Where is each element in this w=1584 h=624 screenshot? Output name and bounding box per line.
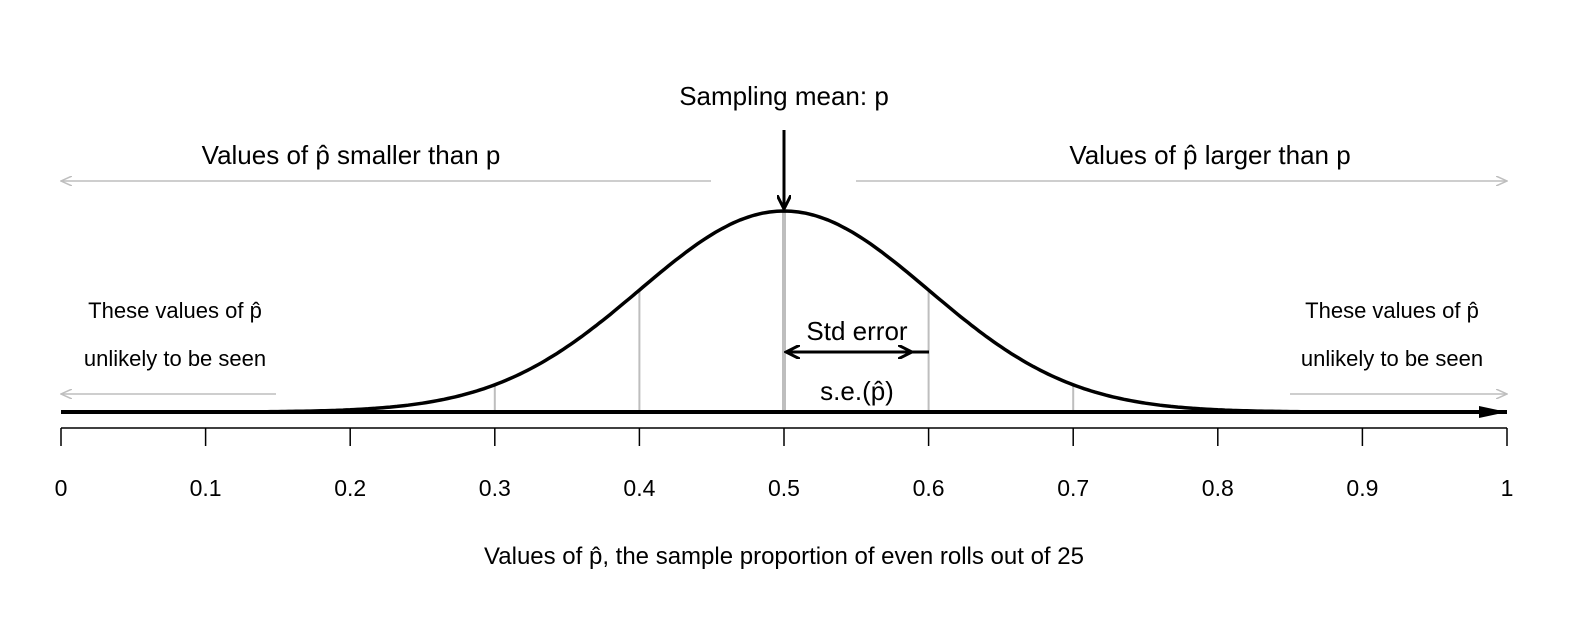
x-tick-label: 0.1 [190,475,222,501]
larger-label: Values of p̂ larger than p [1069,140,1350,170]
x-tick-label: 0.3 [479,475,511,501]
left-note-line2: unlikely to be seen [84,346,266,371]
smaller-label: Values of p̂ smaller than p [202,140,501,170]
x-tick-label: 1 [1501,475,1514,501]
right-note-line2: unlikely to be seen [1301,346,1483,371]
x-tick-label: 0 [55,475,68,501]
x-tick-label: 0.5 [768,475,800,501]
x-tick-label: 0.6 [913,475,945,501]
std-error-label: Std error [806,316,907,346]
x-tick-label: 0.9 [1346,475,1378,501]
x-tick-label: 0.8 [1202,475,1234,501]
se-notation: s.e.(p̂) [820,376,894,406]
x-tick-label: 0.7 [1057,475,1089,501]
x-tick-label: 0.2 [334,475,366,501]
x-axis-label: Values of p̂, the sample proportion of e… [484,543,1084,570]
left-note-line1: These values of p̂ [88,298,262,323]
right-note-line1: These values of p̂ [1305,298,1479,323]
mean-label: Sampling mean: p [679,81,889,111]
x-tick-label: 0.4 [623,475,655,501]
